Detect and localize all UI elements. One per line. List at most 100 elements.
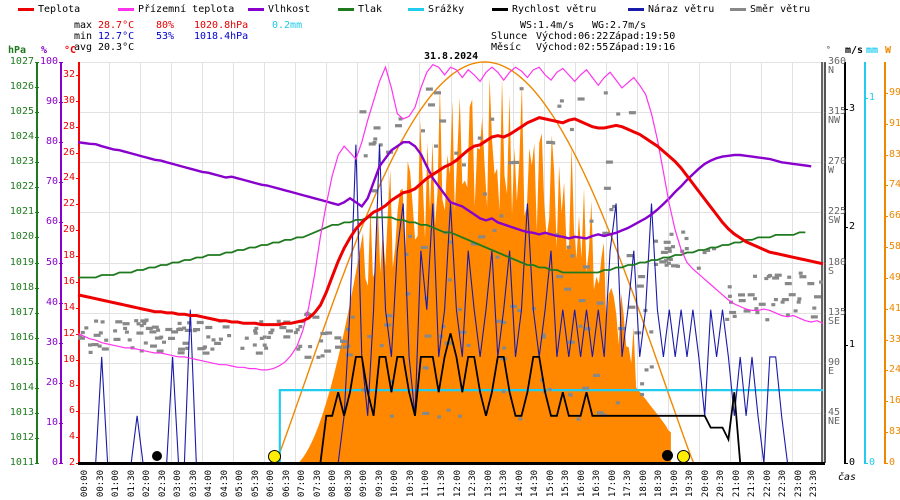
legend-swatch-smer-vetru xyxy=(730,7,746,11)
stats-sun-label: Slunce xyxy=(491,31,528,42)
axis-tickmark xyxy=(822,412,826,414)
stats-moon-label: Měsíc xyxy=(491,42,522,53)
x-axis-tick-label: 20:30 xyxy=(716,470,727,498)
axis-tickmark xyxy=(35,337,39,339)
x-axis-tick-label: 08:00 xyxy=(328,470,339,498)
x-axis-tick-label: 01:00 xyxy=(111,470,122,498)
stats-max-humidity: 80% xyxy=(156,20,175,31)
legend-item-srazky: Srážky xyxy=(408,2,464,16)
legend-item-vlhkost: Vlhkost xyxy=(248,2,310,16)
axis-tickmark xyxy=(35,262,39,264)
axis-tick-direction: 45 NE xyxy=(828,406,841,427)
gridline-horizontal xyxy=(78,62,823,63)
axis-title-temperature: °C xyxy=(64,45,77,56)
axis-tick-temperature: 18 xyxy=(62,250,75,262)
x-axis-tick-label: 00:30 xyxy=(95,470,106,498)
x-axis-tick-label: 21:30 xyxy=(747,470,758,498)
axis-tickmark xyxy=(35,87,39,89)
plot-area xyxy=(77,61,824,464)
axis-tick-pressure: 1026 xyxy=(9,81,34,93)
stats-avg-label: avg xyxy=(74,42,93,53)
axis-tickmark xyxy=(844,463,848,464)
legend-swatch-teplota xyxy=(18,7,34,11)
gridline-horizontal xyxy=(78,112,823,114)
axis-tick-temperature: 14 xyxy=(62,301,75,313)
x-axis-tick-label: 16:00 xyxy=(576,470,587,498)
axis-tick-temperature: 22 xyxy=(62,198,75,210)
axis-tickmark xyxy=(822,212,826,214)
axis-tick-temperature: 10 xyxy=(62,353,75,365)
axis-tickmark xyxy=(59,182,63,184)
axis-tick-radiation: 415 xyxy=(889,302,900,314)
x-axis-tick-label: 11:00 xyxy=(421,470,432,498)
plot-bottom-axis xyxy=(78,462,825,465)
x-axis-caption: čas xyxy=(838,472,857,483)
axis-tick-radiation: 0 xyxy=(889,457,896,468)
stats-min-temp: 12.7°C xyxy=(98,31,135,42)
x-axis-tick-label: 09:30 xyxy=(374,470,385,498)
axis-tickmark xyxy=(59,382,63,384)
x-axis-tick-label: 16:30 xyxy=(592,470,603,498)
legend-label-rychlost-vetru: Rychlost větru xyxy=(512,3,597,15)
axis-tickmark xyxy=(59,142,63,144)
axis-tick-radiation: 830 xyxy=(889,148,900,160)
axis-tick-humidity: 20 xyxy=(45,376,58,388)
x-axis-tick-label: 22:30 xyxy=(778,470,789,498)
axis-tickmark xyxy=(59,463,63,464)
axis-tick-direction: 270 W xyxy=(828,156,847,177)
axis-tickmark xyxy=(35,312,39,314)
stats-max-pressure: 1020.8hPa xyxy=(194,20,249,31)
x-axis-tick-label: 07:30 xyxy=(312,470,323,498)
axis-tick-temperature: 20 xyxy=(62,224,75,236)
axis-tick-wind: 2 xyxy=(849,221,856,233)
axis-tick-wind: 3 xyxy=(849,103,856,115)
x-axis-tick-label: 19:30 xyxy=(685,470,696,498)
axis-tickmark xyxy=(864,98,868,100)
x-axis-tick-label: 07:00 xyxy=(297,470,308,498)
axis-tickmark xyxy=(35,437,39,439)
axis-tickmark xyxy=(844,345,848,347)
axis-tickmark xyxy=(35,287,39,289)
x-axis-tick-label: 13:30 xyxy=(499,470,510,498)
stats-moonrise: Východ:02:55 xyxy=(536,42,609,53)
x-axis-tick-label: 04:30 xyxy=(219,470,230,498)
axis-tick-direction: 360 N xyxy=(828,56,847,76)
axis-tickmark xyxy=(822,312,826,314)
x-axis-tick-label: 17:30 xyxy=(623,470,634,498)
legend-item-tlak: Tlak xyxy=(338,2,382,16)
axis-tick-humidity: 100 xyxy=(39,56,58,67)
axis-tickmark xyxy=(59,262,63,264)
axis-title-pressure: hPa xyxy=(8,45,27,56)
axis-tick-wind: 1 xyxy=(849,339,856,351)
pressure-curve xyxy=(78,216,806,279)
x-axis-tick-label: 17:00 xyxy=(607,470,618,498)
axis-tick-pressure: 1027 xyxy=(9,56,34,67)
axis-tickmark xyxy=(35,463,39,464)
radiation-envelope xyxy=(274,61,695,464)
axis-tick-humidity: 30 xyxy=(45,336,58,348)
x-axis-tick-label: 09:00 xyxy=(359,470,370,498)
axis-tick-direction: 225 SW xyxy=(828,206,847,227)
stats-max-label: max xyxy=(74,20,93,31)
wind-direction-scatter xyxy=(78,87,824,421)
axis-tickmark xyxy=(35,62,39,63)
axis-tick-direction: 135 SE xyxy=(828,306,847,327)
axis-tick-pressure: 1018 xyxy=(9,281,34,293)
x-axis-tick-label: 12:30 xyxy=(468,470,479,498)
x-axis-tick-label: 06:00 xyxy=(266,470,277,498)
legend-label-tlak: Tlak xyxy=(358,3,383,15)
axis-title-wind: m/s xyxy=(845,45,864,56)
legend-swatch-tlak xyxy=(338,7,354,11)
legend: Teplota Přízemní teplota Vlhkost Tlak Sr… xyxy=(0,2,900,18)
x-axis-tick-label: 00:00 xyxy=(80,470,90,498)
axis-tick-humidity: 50 xyxy=(45,256,58,268)
x-axis-tick-label: 06:30 xyxy=(281,470,292,498)
stats-wind-speed: WS:1.4m/s xyxy=(520,20,575,31)
x-axis-tick-label: 02:30 xyxy=(157,470,168,498)
axis-title-rain: mm xyxy=(866,45,879,56)
axis-tickmark xyxy=(59,62,63,63)
axis-spine-rain xyxy=(864,62,866,463)
axis-tick-rain: 1 xyxy=(869,92,876,104)
axis-tick-rain: 0 xyxy=(869,457,876,468)
axis-tick-pressure: 1017 xyxy=(9,306,34,318)
